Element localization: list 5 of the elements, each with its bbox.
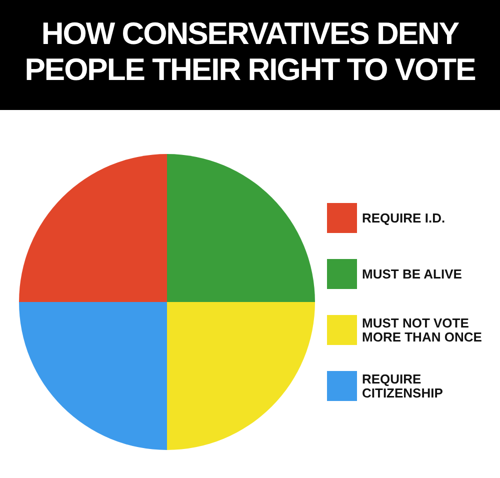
legend-label: REQUIRE I.D.	[362, 210, 446, 226]
legend-label: MUST BE ALIVE	[362, 266, 462, 282]
chart-title: HOW CONSERVATIVES DENY PEOPLE THEIR RIGHT TO VOTE	[0, 0, 500, 110]
legend-label: MUST NOT VOTE MORE THAN ONCE	[362, 316, 482, 344]
legend-label: REQUIRE CITIZENSHIP	[362, 372, 444, 400]
